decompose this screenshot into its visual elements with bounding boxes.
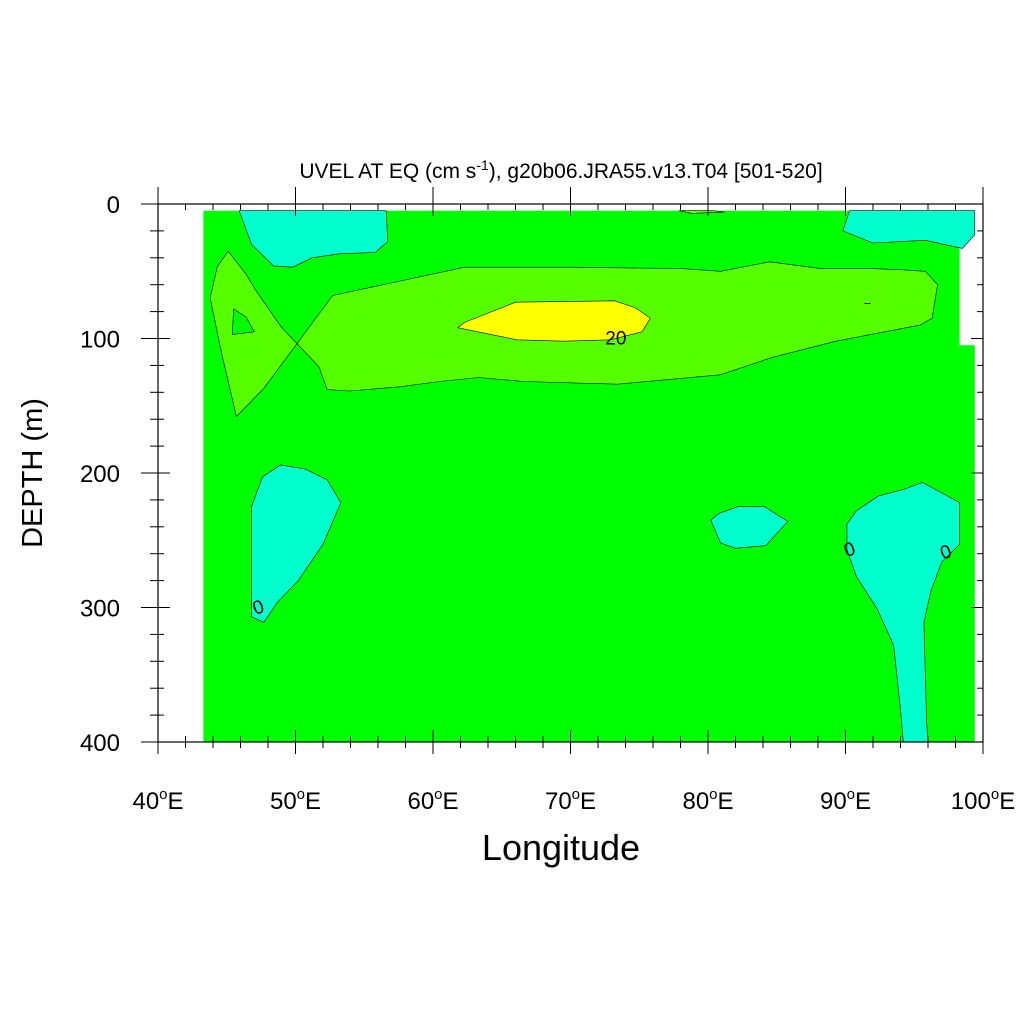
x-tick-label-0: 40oE: [132, 786, 183, 815]
contour-region-negative-south-east: [846, 482, 960, 743]
contour-region-negative-north-west: [238, 210, 388, 268]
contour-region-negative-south-central: [710, 506, 789, 549]
y-tick-label-3: 300: [80, 596, 120, 623]
x-axis-title: Longitude: [482, 827, 640, 868]
contour-fills: [203, 210, 976, 743]
contour-region-surface-positive: [678, 210, 725, 214]
contour-region-core-maximum: [457, 300, 651, 342]
contour-region-negative-north-east: [842, 210, 976, 249]
axis-tick-labels: 40oE 50oE 60oE 70oE 80oE 90oE 100oE 0 100 200 300 4…: [80, 192, 1015, 815]
y-tick-label-0: 0: [107, 192, 120, 219]
contour-region-negative-south-west: [251, 464, 342, 623]
x-tick-label-4: 80oE: [682, 786, 733, 815]
x-tick-label-2: 60oE: [407, 786, 458, 815]
contour-region-core-shell-inner-gap: [232, 308, 255, 335]
axis-ticks: [141, 187, 984, 754]
x-tick-label-1: 50oE: [270, 786, 321, 815]
chart-title: UVEL AT EQ (cm s-1), g20b06.JRA55.v13.T0…: [299, 157, 822, 183]
contour-label-0: 20: [605, 329, 626, 350]
x-tick-label-5: 90oE: [820, 786, 871, 815]
x-tick-label-6: 100oE: [951, 786, 1015, 815]
y-tick-label-1: 100: [80, 327, 120, 354]
y-tick-label-4: 400: [80, 730, 120, 757]
y-tick-label-2: 200: [80, 461, 120, 488]
y-axis-title: DEPTH (m): [17, 398, 49, 548]
x-tick-label-3: 70oE: [545, 786, 596, 815]
